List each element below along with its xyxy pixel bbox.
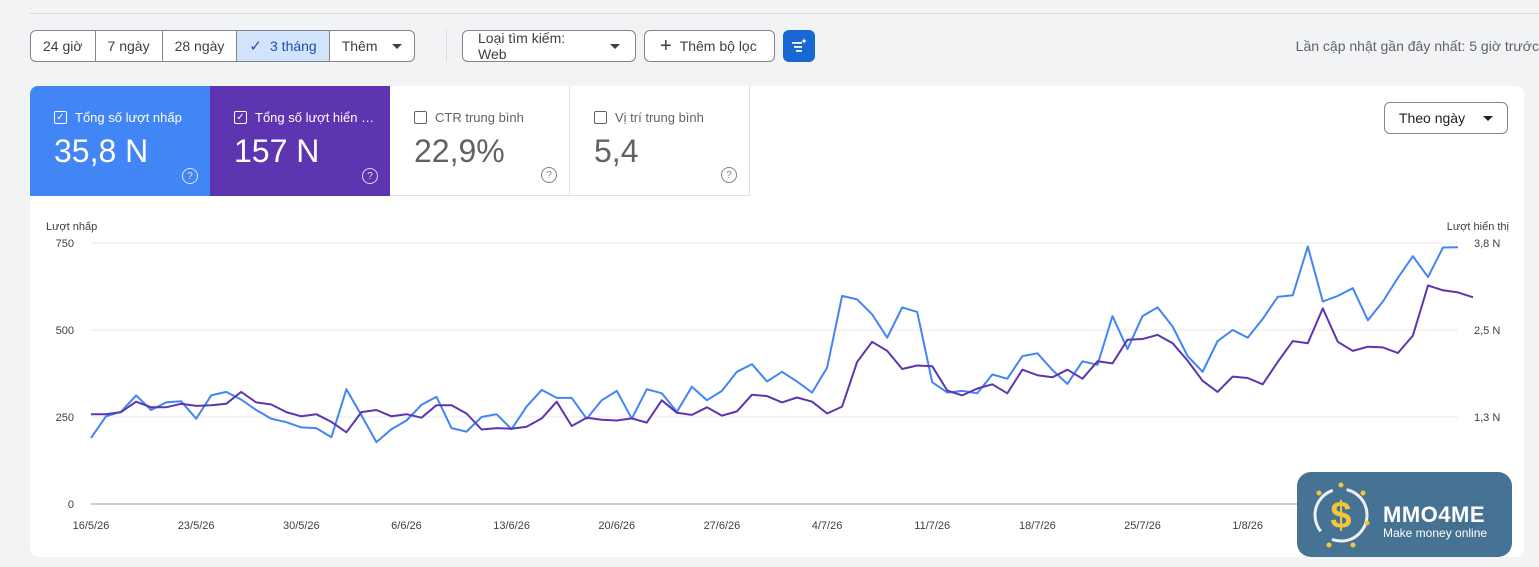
checkbox-checked-icon[interactable]: ✓ — [54, 111, 67, 124]
help-icon[interactable]: ? — [362, 168, 378, 184]
range-label: 28 ngày — [174, 38, 225, 54]
y-tick-label-right: 2,5 N — [1474, 325, 1500, 337]
metric-value: 22,9% — [414, 133, 505, 169]
caret-down-icon — [1483, 115, 1494, 121]
metric-total-clicks[interactable]: ✓ Tổng số lượt nhấp 35,8 N ? — [30, 86, 210, 196]
metric-label-row: Vị trí trung bình — [594, 110, 749, 125]
help-icon[interactable]: ? — [541, 167, 557, 183]
date-range-selector: 24 giờ 7 ngày 28 ngày ✓ 3 tháng Thêm — [30, 30, 415, 62]
search-type-dropdown[interactable]: Loại tìm kiếm: Web — [462, 30, 636, 62]
checkbox-unchecked-icon[interactable] — [594, 111, 607, 124]
range-label: 24 giờ — [43, 38, 83, 54]
granularity-dropdown[interactable]: Theo ngày — [1384, 102, 1508, 134]
mmo4me-watermark: $ MMO4ME Make money online — [1297, 472, 1512, 557]
y-tick-label-left: 750 — [56, 238, 74, 250]
x-tick-label: 23/5/26 — [178, 520, 215, 532]
range-label: 3 tháng — [270, 38, 317, 54]
metric-label-row: CTR trung bình — [414, 110, 569, 125]
caret-down-icon — [391, 43, 402, 49]
range-label: 7 ngày — [107, 38, 150, 54]
clicks-series-line — [90, 245, 1459, 444]
performance-card: ✓ Tổng số lượt nhấp 35,8 N ? ✓ Tổng số lượ… — [30, 86, 1524, 557]
svg-text:$: $ — [1330, 495, 1351, 537]
metric-average-ctr[interactable]: CTR trung bình 22,9% ? — [390, 86, 570, 196]
x-tick-label: 6/6/26 — [391, 520, 422, 532]
metric-value: 157 N — [234, 133, 320, 169]
metric-value: 5,4 — [594, 133, 639, 169]
add-filter-button[interactable]: + Thêm bộ lọc — [644, 30, 775, 62]
checkbox-checked-icon[interactable]: ✓ — [234, 111, 247, 124]
checkbox-unchecked-icon[interactable] — [414, 111, 427, 124]
x-tick-label: 20/6/26 — [598, 520, 635, 532]
y-axis-label-left: Lượt nhấp — [46, 221, 97, 233]
mmo4me-logo-icon: $ — [1313, 482, 1370, 548]
help-icon[interactable]: ? — [721, 167, 737, 183]
x-tick-label: 25/7/26 — [1124, 520, 1161, 532]
help-icon[interactable]: ? — [182, 168, 198, 184]
top-divider — [30, 13, 1539, 14]
last-updated-text: Lần cập nhật gần đây nhất: 5 giờ trước — [1295, 38, 1539, 54]
x-tick-label: 30/5/26 — [283, 520, 320, 532]
impressions-series-line — [91, 284, 1474, 434]
metric-label: Vị trí trung bình — [615, 110, 704, 125]
metric-average-position[interactable]: Vị trí trung bình 5,4 ? — [570, 86, 750, 196]
x-tick-label: 4/7/26 — [812, 520, 843, 532]
search-type-label: Loại tìm kiếm: Web — [478, 30, 566, 62]
y-tick-label-left: 250 — [56, 412, 74, 424]
add-filter-label: Thêm bộ lọc — [679, 38, 757, 54]
caret-down-icon — [610, 43, 620, 49]
toolbar-divider — [446, 30, 447, 62]
range-7d-button[interactable]: 7 ngày — [96, 31, 163, 61]
filter-settings-button[interactable] — [783, 30, 815, 62]
metric-label-row: ✓ Tổng số lượt hiển … — [234, 110, 390, 125]
y-tick-label-right: 1,3 N — [1474, 412, 1500, 424]
check-icon: ✓ — [249, 38, 262, 55]
metric-label: Tổng số lượt hiển … — [255, 110, 375, 125]
range-3m-button[interactable]: ✓ 3 tháng — [237, 31, 330, 61]
x-tick-label: 1/8/26 — [1232, 520, 1263, 532]
y-tick-label-right: 3,8 N — [1474, 238, 1500, 250]
watermark-tagline: Make money online — [1383, 526, 1488, 540]
metric-label-row: ✓ Tổng số lượt nhấp — [54, 110, 210, 125]
range-28d-button[interactable]: 28 ngày — [163, 31, 238, 61]
x-tick-label: 27/6/26 — [704, 520, 741, 532]
x-tick-label: 13/6/26 — [493, 520, 530, 532]
x-tick-label: 16/5/26 — [73, 520, 110, 532]
metric-label: Tổng số lượt nhấp — [75, 110, 182, 125]
metric-label: CTR trung bình — [435, 110, 524, 125]
plus-icon: + — [660, 35, 672, 57]
metric-total-impressions[interactable]: ✓ Tổng số lượt hiển … 157 N ? — [210, 86, 390, 196]
filter-sparkle-icon — [792, 38, 807, 52]
metric-value: 35,8 N — [54, 133, 149, 169]
range-more-dropdown[interactable]: Thêm — [330, 31, 414, 61]
range-label: Thêm — [341, 38, 378, 54]
y-axis-label-right: Lượt hiển thị — [1447, 221, 1509, 233]
x-tick-label: 18/7/26 — [1019, 520, 1056, 532]
range-24h-button[interactable]: 24 giờ — [31, 31, 96, 61]
watermark-brand: MMO4ME — [1383, 502, 1485, 527]
y-tick-label-left: 500 — [56, 325, 74, 337]
y-tick-label-left: 0 — [68, 499, 74, 511]
x-tick-label: 11/7/26 — [914, 520, 950, 532]
granularity-label: Theo ngày — [1398, 110, 1466, 126]
